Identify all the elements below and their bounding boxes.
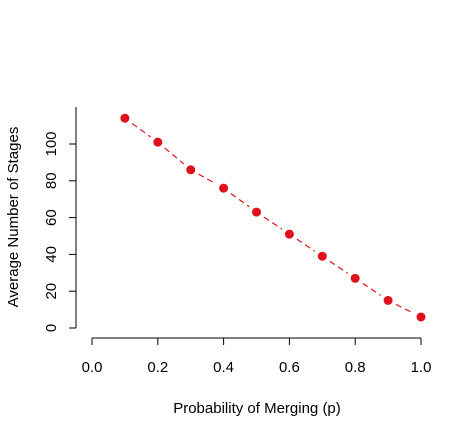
series-line-segment [395, 303, 414, 314]
data-point [219, 183, 229, 193]
data-point [383, 295, 393, 305]
data-point [350, 273, 360, 283]
y-tick-label: 60 [43, 209, 60, 226]
series-line-segment [230, 192, 250, 208]
y-axis: 0 20 40 60 80 100 [43, 107, 77, 332]
series-line-segment [164, 147, 185, 165]
y-tick-label: 40 [43, 246, 60, 263]
series-line-segment [296, 238, 316, 252]
y-tick-label: 100 [43, 131, 60, 156]
series-line-segment [329, 260, 349, 274]
x-axis-title: Probability of Merging (p) [173, 400, 341, 417]
data-point [284, 229, 294, 239]
data-point [120, 113, 130, 123]
y-ticks: 0 20 40 60 80 100 [43, 131, 76, 332]
x-tick-label: 1.0 [411, 359, 432, 376]
data-point [186, 165, 196, 175]
series-layer [120, 113, 426, 322]
data-point [416, 312, 426, 322]
y-tick-label: 20 [43, 283, 60, 300]
x-tick-label: 0.2 [147, 359, 168, 376]
y-tick-label: 80 [43, 172, 60, 189]
y-axis-title: Average Number of Stages [5, 127, 22, 308]
x-tick-label: 0.8 [345, 359, 366, 376]
y-tick-label: 0 [43, 324, 60, 332]
series-line-segment [362, 282, 381, 296]
x-tick-label: 0.6 [279, 359, 300, 376]
x-ticks: 0.0 0.2 0.4 0.6 0.8 1.0 [82, 338, 432, 376]
data-point [317, 251, 327, 261]
x-tick-label: 0.4 [213, 359, 234, 376]
data-point [153, 137, 163, 147]
series-line-segment [263, 216, 283, 230]
x-axis: 0.0 0.2 0.4 0.6 0.8 1.0 [82, 337, 432, 376]
series-line-segment [198, 173, 217, 185]
series-line-segment [131, 123, 151, 138]
x-tick-label: 0.0 [82, 359, 103, 376]
data-point [252, 207, 261, 217]
